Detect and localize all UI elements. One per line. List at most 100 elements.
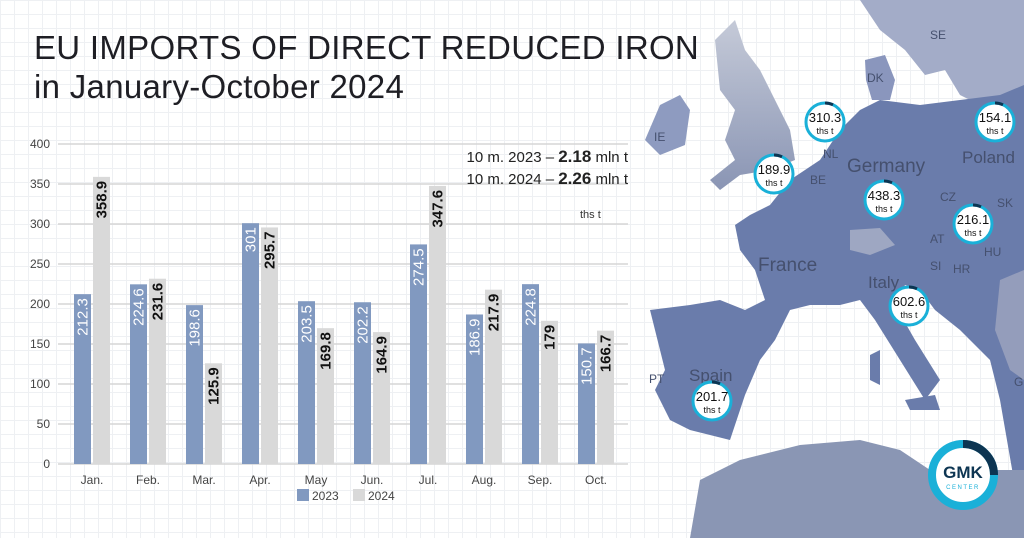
bar-2024 xyxy=(541,320,558,464)
scandinavia-shape xyxy=(860,0,1024,110)
bar-2024 xyxy=(597,330,614,464)
bar-value-label: 198.6 xyxy=(187,309,204,347)
bar-value-label: 274.5 xyxy=(411,248,428,286)
gmk-center-logo: GMK CENTER xyxy=(928,440,998,510)
y-tick-label: 150 xyxy=(30,337,50,351)
bar-2024 xyxy=(261,227,278,464)
bar-value-label: 164.9 xyxy=(374,336,391,374)
bar-2023 xyxy=(522,284,539,464)
legend-swatch-2024 xyxy=(353,489,365,501)
y-tick-label: 50 xyxy=(37,417,51,431)
country-label: DK xyxy=(867,71,884,85)
bar-2024 xyxy=(373,332,390,464)
bar-value-label: 169.8 xyxy=(318,332,335,370)
svg-text:GMK: GMK xyxy=(943,463,983,482)
bar-2024 xyxy=(149,278,166,464)
switzerland-shape xyxy=(850,228,895,255)
bar-value-label: 150.7 xyxy=(579,347,596,385)
y-tick-label: 400 xyxy=(30,137,50,151)
country-label: CZ xyxy=(940,190,956,204)
country-label: BE xyxy=(810,173,826,187)
bar-value-label: 347.6 xyxy=(430,190,447,228)
x-tick-label: Mar. xyxy=(192,473,215,487)
bar-2023 xyxy=(242,223,259,464)
north-africa-shape xyxy=(690,440,1024,538)
bubble-unit: ths t xyxy=(875,204,893,214)
uk-shape xyxy=(710,20,795,190)
x-tick-label: Apr. xyxy=(249,473,270,487)
bar-2023 xyxy=(186,305,203,464)
bar-value-label: 179 xyxy=(542,325,559,350)
totals-box: 10 m. 2023 – 2.18 mln t 10 m. 2024 – 2.2… xyxy=(466,146,628,190)
bar-value-label: 212.3 xyxy=(75,298,92,336)
balkans-shape xyxy=(995,270,1024,380)
country-label: NL xyxy=(823,147,839,161)
bar-value-label: 217.9 xyxy=(486,294,503,332)
bubble-unit: ths t xyxy=(703,405,721,415)
country-label: IE xyxy=(654,130,665,144)
legend-label: 2023 xyxy=(312,489,339,503)
bar-2023 xyxy=(298,301,315,464)
bubble-value: 602.6 xyxy=(893,294,926,309)
x-tick-label: Sep. xyxy=(528,473,553,487)
y-tick-label: 350 xyxy=(30,177,50,191)
y-tick-label: 100 xyxy=(30,377,50,391)
title-line-1: EU IMPORTS OF DIRECT REDUCED IRON xyxy=(34,29,700,66)
bar-2024 xyxy=(317,328,334,464)
country-label: HU xyxy=(984,245,1001,259)
total-2023: 10 m. 2023 – 2.18 mln t xyxy=(466,147,628,166)
bar-value-label: 186.9 xyxy=(467,318,484,356)
svg-text:CENTER: CENTER xyxy=(946,485,980,491)
bubble-unit: ths t xyxy=(900,310,918,320)
title-line-2: in January-October 2024 xyxy=(34,68,405,105)
page-title: EU IMPORTS OF DIRECT REDUCED IRON in Jan… xyxy=(34,28,699,106)
bar-2023 xyxy=(130,284,147,464)
bar-chart: 0 50 100 150 200 250 300 350 400 212.3 358.9 Jan. 22… xyxy=(30,137,628,503)
bar-value-label: 231.6 xyxy=(150,283,167,321)
bubble-value: 201.7 xyxy=(696,389,729,404)
x-tick-label: Jan. xyxy=(81,473,104,487)
x-tick-label: Feb. xyxy=(136,473,160,487)
x-tick-label: Oct. xyxy=(585,473,607,487)
bar-2023 xyxy=(354,302,371,464)
country-label: AT xyxy=(930,232,945,246)
legend-swatch-2023 xyxy=(297,489,309,501)
country-label: France xyxy=(758,255,817,276)
bubble-unit: ths t xyxy=(816,126,834,136)
country-label: SK xyxy=(997,196,1013,210)
bar-2024 xyxy=(93,176,110,464)
bar-value-label: 202.2 xyxy=(355,306,372,344)
country-label: Italy xyxy=(868,273,900,292)
bar-value-label: 203.5 xyxy=(299,305,316,343)
bar-value-label: 125.9 xyxy=(206,367,223,405)
country-label: G xyxy=(1014,375,1023,389)
bar-2023 xyxy=(410,244,427,464)
mainland-shape xyxy=(650,85,1024,538)
bubble-value: 216.1 xyxy=(957,212,990,227)
bar-value-label: 358.9 xyxy=(94,181,111,219)
total-2024: 10 m. 2024 – 2.26 mln t xyxy=(466,169,628,188)
bubble-unit: ths t xyxy=(964,228,982,238)
bar-value-label: 224.6 xyxy=(131,288,148,326)
y-tick-label: 200 xyxy=(30,297,50,311)
bubble-unit: ths t xyxy=(986,126,1004,136)
country-label: Poland xyxy=(962,148,1015,167)
legend-label: 2024 xyxy=(368,489,395,503)
bubble-unit: ths t xyxy=(765,178,783,188)
y-tick-label: 300 xyxy=(30,217,50,231)
bar-2023 xyxy=(74,294,91,464)
bar-2023 xyxy=(578,343,595,464)
y-tick-label: 0 xyxy=(43,457,50,471)
bar-2024 xyxy=(429,185,446,465)
country-label: SE xyxy=(930,28,946,42)
y-tick-label: 250 xyxy=(30,257,50,271)
country-label: Spain xyxy=(689,366,732,385)
bar-2024 xyxy=(205,363,222,464)
country-label: SI xyxy=(930,259,941,273)
